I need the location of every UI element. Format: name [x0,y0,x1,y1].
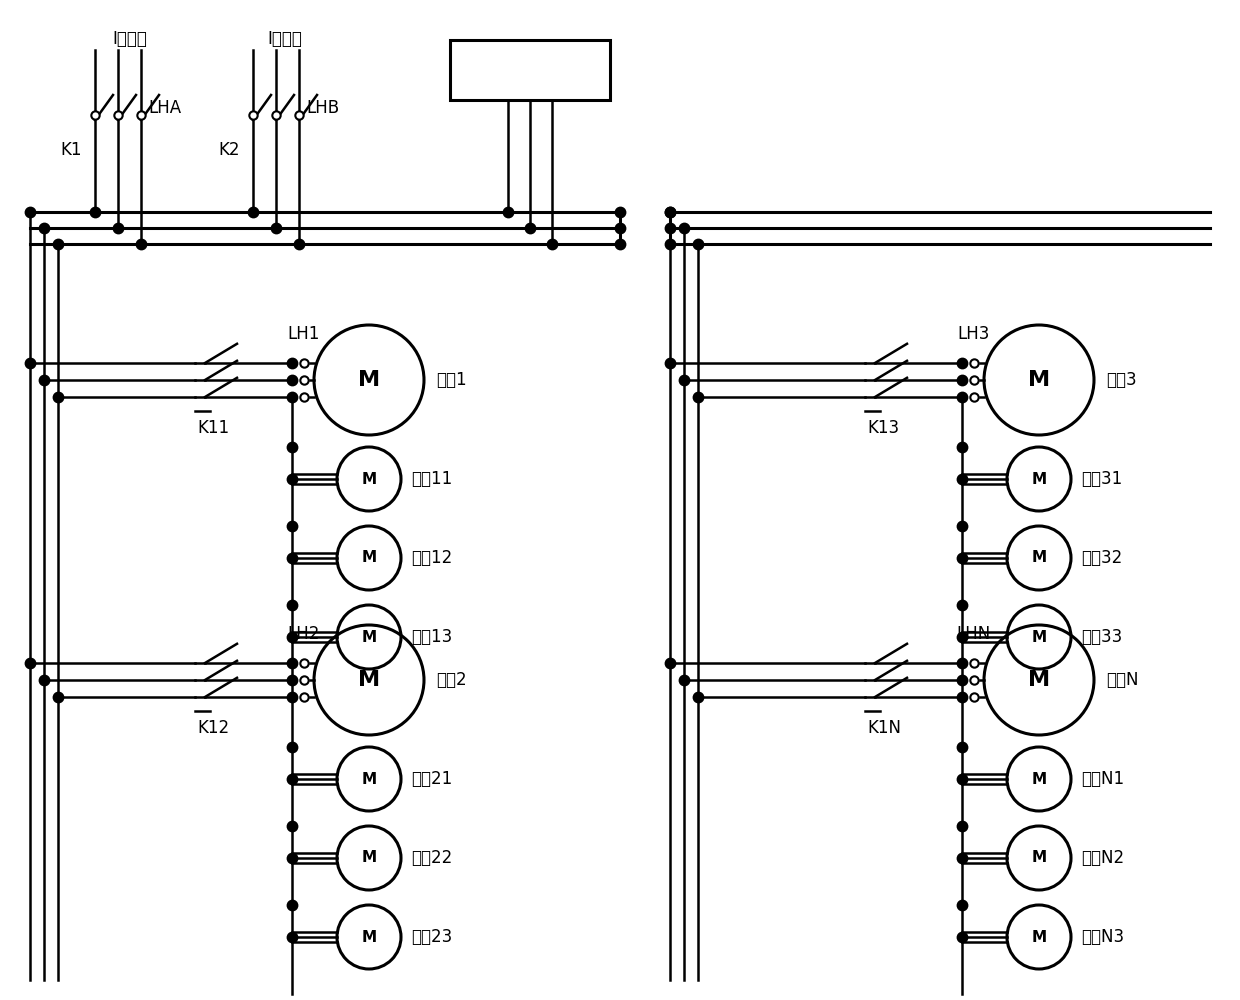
Text: 风机N3: 风机N3 [1081,928,1125,946]
Text: 风机32: 风机32 [1081,549,1122,567]
Text: 风机13: 风机13 [410,628,453,646]
Text: M: M [361,772,377,786]
Text: M: M [361,930,377,944]
Text: 油泵3: 油泵3 [1106,371,1137,389]
Text: I路电源: I路电源 [268,30,303,48]
Text: K12: K12 [197,719,229,737]
Text: 风机23: 风机23 [410,928,453,946]
Text: LH3: LH3 [957,325,991,343]
Text: K2: K2 [218,141,239,159]
Text: 油泵N: 油泵N [1106,671,1138,689]
FancyBboxPatch shape [450,40,610,100]
Text: M: M [1028,670,1050,690]
Text: 电压采集器: 电压采集器 [505,61,556,79]
Text: M: M [1032,850,1047,865]
Text: 风机11: 风机11 [410,470,453,488]
Text: 风机N1: 风机N1 [1081,770,1125,788]
Text: M: M [1032,630,1047,645]
Text: M: M [361,472,377,487]
Text: M: M [361,550,377,566]
Text: LH2: LH2 [288,625,320,643]
Text: M: M [361,630,377,645]
Text: 风机31: 风机31 [1081,470,1122,488]
Text: M: M [361,850,377,865]
Text: LH1: LH1 [288,325,320,343]
Text: 风机N2: 风机N2 [1081,849,1125,867]
Text: 风机33: 风机33 [1081,628,1122,646]
Text: M: M [1032,550,1047,566]
Text: K1: K1 [60,141,82,159]
Text: M: M [1032,772,1047,786]
Text: M: M [358,370,381,390]
Text: K13: K13 [867,419,899,437]
Text: M: M [1032,472,1047,487]
Text: LHA: LHA [148,99,181,117]
Text: 油泵2: 油泵2 [436,671,466,689]
Text: M: M [1032,930,1047,944]
Text: LHB: LHB [306,99,339,117]
Text: M: M [1028,370,1050,390]
Text: I路电源: I路电源 [113,30,148,48]
Text: K1N: K1N [867,719,901,737]
Text: M: M [358,670,381,690]
Text: 油泵1: 油泵1 [436,371,466,389]
Text: LHN: LHN [957,625,991,643]
Text: 风机22: 风机22 [410,849,453,867]
Text: 风机21: 风机21 [410,770,453,788]
Text: 风机12: 风机12 [410,549,453,567]
Text: K11: K11 [197,419,229,437]
